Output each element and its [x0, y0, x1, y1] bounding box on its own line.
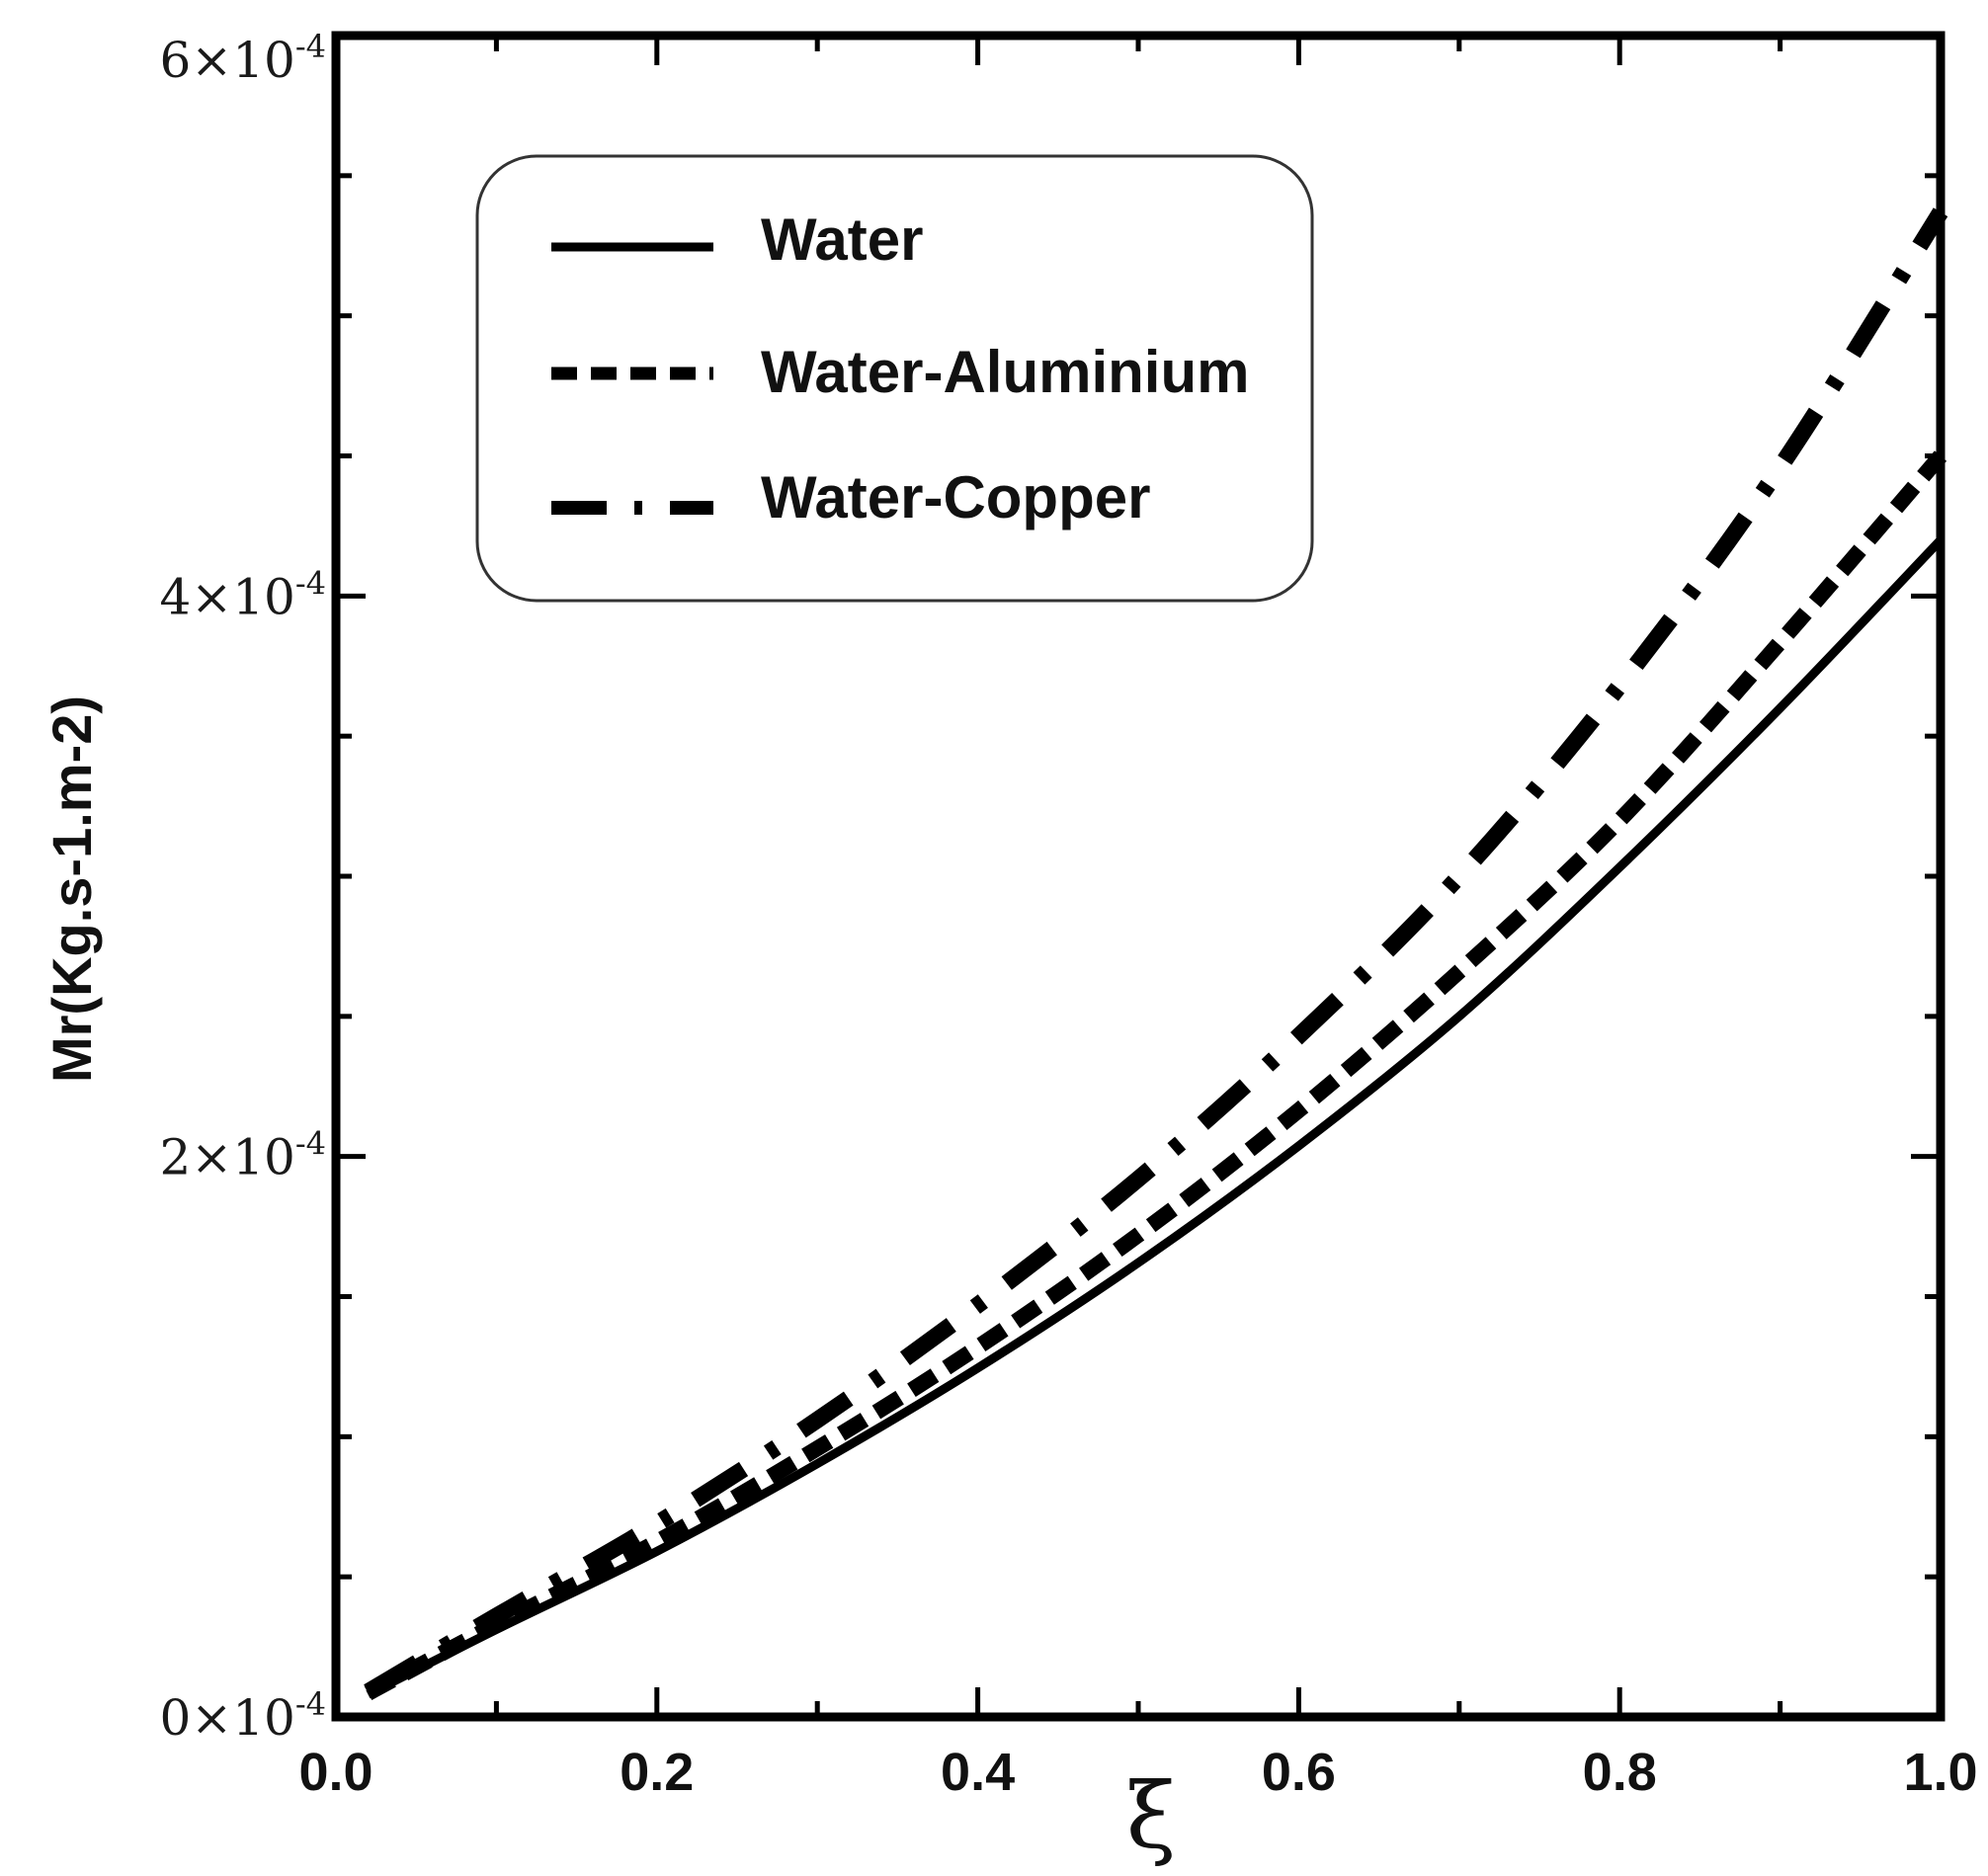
- x-tick-label: 0.2: [620, 1743, 694, 1802]
- series-line-water-copper: [364, 207, 1948, 1699]
- legend-label-water: Water: [761, 206, 923, 273]
- y-tick-label: 4×10-4: [159, 564, 326, 625]
- legend: Water Water-Aluminium Water-Copper: [475, 154, 1314, 603]
- series-lines: [364, 207, 1948, 1700]
- x-tick-label: 0.4: [941, 1743, 1015, 1802]
- x-tick-label: 0.8: [1583, 1743, 1657, 1802]
- legend-box: [475, 154, 1314, 603]
- y-tick-label: 2×10-4: [159, 1125, 326, 1186]
- y-axis-title: Mr(Kg.s-1.m-2): [41, 695, 103, 1083]
- x-tick-label: 0.6: [1262, 1743, 1336, 1802]
- y-tick-label: 0×10-4: [159, 1685, 326, 1747]
- plot-frame: [331, 31, 1946, 1722]
- legend-label-water-aluminium: Water-Aluminium: [761, 339, 1249, 405]
- series-line-water-aluminium: [364, 450, 1947, 1700]
- y-tick-labels: 0×10-4 2×10-4 4×10-4 6×10-4: [159, 28, 326, 1747]
- x-axis-title: ξ: [1126, 1763, 1177, 1869]
- x-tick-label: 1.0: [1903, 1743, 1977, 1802]
- axis-ticks: [333, 33, 1944, 1720]
- series-line-water: [366, 536, 1945, 1699]
- legend-label-water-copper: Water-Copper: [761, 464, 1150, 530]
- y-tick-label: 6×10-4: [159, 28, 326, 89]
- x-tick-labels: 0.0 0.2 0.4 0.6 0.8 1.0: [298, 1743, 1977, 1802]
- x-tick-label: 0.0: [298, 1743, 373, 1802]
